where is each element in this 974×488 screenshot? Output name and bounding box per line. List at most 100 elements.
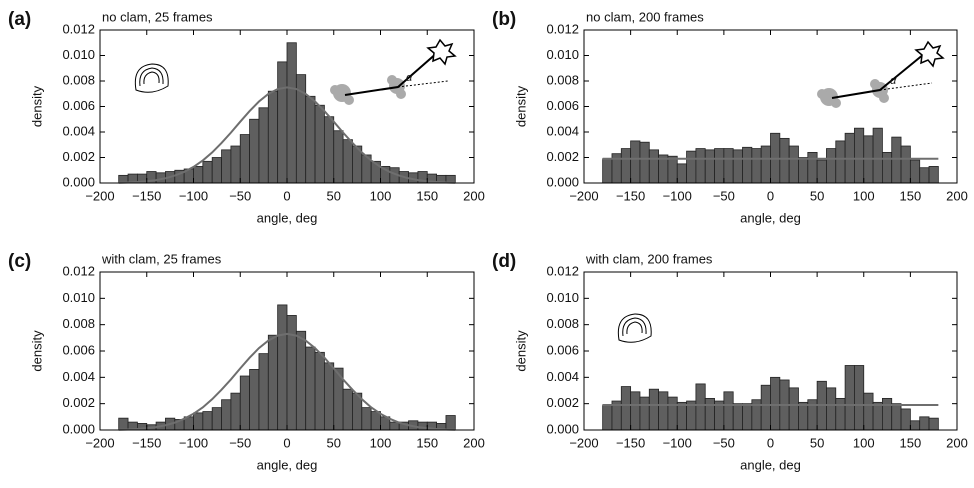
bar [277,61,288,184]
x-tick-label: 50 [327,435,341,450]
x-axis-label: angle, deg [740,457,801,472]
bar [919,167,930,184]
panel-label: (d) [492,251,516,272]
bar [760,145,771,184]
x-tick-label: −200 [85,435,114,450]
y-tick-label: 0.010 [62,290,95,305]
bar [602,158,613,184]
panel-label: (c) [8,251,31,272]
bar [872,401,883,431]
bar [620,148,632,184]
bar [676,163,687,184]
x-tick-label: −200 [569,188,598,203]
panel-label: (b) [492,9,516,30]
x-tick-label: 100 [370,188,392,203]
x-tick-label: 200 [946,188,968,203]
panel-label: (a) [8,9,31,30]
y-tick-label: 0.008 [62,72,95,87]
x-tick-label: 0 [283,188,290,203]
bar [835,140,846,184]
y-tick-label: 0.012 [62,263,95,278]
bar [230,145,241,184]
bar [305,346,316,431]
bar [221,149,232,184]
y-tick-label: 0.010 [546,290,579,305]
x-tick-label: 200 [463,188,485,203]
y-tick-label: 0.002 [62,395,95,410]
bar [202,411,213,431]
bar [118,417,129,431]
y-axis-label: density [29,330,44,372]
bar [286,42,297,184]
bar [295,330,307,431]
y-tick-label: 0.010 [62,47,95,62]
y-tick-label: 0.006 [62,98,95,113]
bar [742,403,753,431]
bar [704,149,715,184]
y-tick-label: 0.000 [546,421,579,436]
x-tick-label: −150 [132,435,161,450]
bar [891,403,902,431]
bar [249,369,260,431]
x-tick-label: −100 [179,188,208,203]
bar [667,155,678,184]
y-tick-label: 0.004 [546,369,579,384]
bar [239,134,250,184]
y-tick-label: 0.010 [546,47,579,62]
x-tick-label: 100 [853,188,875,203]
x-tick-label: 150 [416,188,438,203]
x-axis-label: angle, deg [257,210,318,225]
x-tick-label: 50 [810,435,824,450]
panel-title: with clam, 200 frames [585,251,713,266]
bar [258,353,269,431]
x-tick-label: −150 [616,435,645,450]
x-tick-label: −200 [569,435,598,450]
bar [704,397,715,431]
svg-text:α: α [406,72,413,84]
y-tick-label: 0.002 [62,149,95,164]
bar [202,160,213,184]
bar [919,416,930,431]
bar [258,107,269,184]
bar [333,130,344,184]
y-axis-label: density [513,330,528,372]
bar [314,351,325,431]
panel-title: with clam, 25 frames [101,251,222,266]
x-tick-label: −100 [663,188,692,203]
bar [882,397,893,431]
bar [230,392,241,431]
bar [361,407,372,431]
bar [667,396,678,431]
bar [445,415,456,431]
bar [323,362,335,431]
y-tick-label: 0.012 [546,263,579,278]
bar [602,404,613,431]
y-tick-label: 0.002 [546,395,579,410]
x-tick-label: −50 [713,435,735,450]
bar [286,315,297,431]
bar [732,403,743,431]
x-tick-label: −150 [616,188,645,203]
svg-text:α: α [890,75,897,87]
bar [872,127,883,184]
bar [760,384,771,431]
bar [788,145,799,184]
y-tick-label: 0.012 [62,21,95,36]
bar [714,148,725,184]
x-tick-label: −100 [663,435,692,450]
bar [211,157,222,184]
y-tick-label: 0.006 [546,98,579,113]
x-axis-label: angle, deg [740,210,801,225]
bar [695,383,706,431]
fit-line [118,86,456,184]
bar [267,334,279,431]
panel-title: no clam, 25 frames [102,9,213,24]
bar [648,149,660,184]
x-tick-label: 150 [900,188,922,203]
bar [630,391,641,431]
x-tick-label: 200 [946,435,968,450]
bar [389,421,400,431]
bar [798,157,809,184]
x-tick-label: −50 [229,435,251,450]
bar [863,392,874,431]
